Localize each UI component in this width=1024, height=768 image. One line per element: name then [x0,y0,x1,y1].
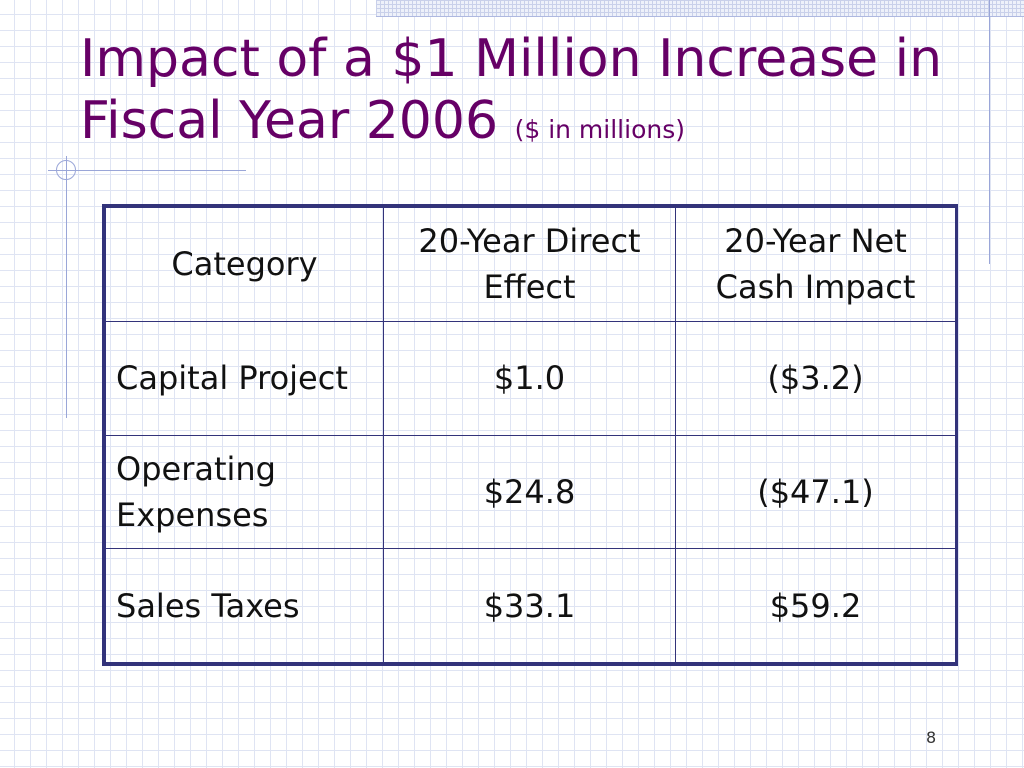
table-header-cell: 20-Year Direct Effect [383,207,676,322]
table-header-cell: 20-Year Net Cash Impact [675,207,956,322]
slide-title-subtitle: ($ in millions) [514,115,685,144]
slide-title-main: Impact of a $1 Million Increase in Fisca… [80,29,943,151]
table-cell-direct-effect: $1.0 [383,320,676,436]
impact-table: Category 20-Year Direct Effect 20-Year N… [105,207,956,663]
table-row: Sales Taxes $33.1 $59.2 [105,548,956,663]
table-cell-category: Sales Taxes [105,548,384,663]
table-cell-net-cash-impact: $59.2 [675,548,956,663]
table-cell-category: Operating Expenses [105,434,384,550]
table-cell-direct-effect: $24.8 [383,434,676,550]
table-header-row: Category 20-Year Direct Effect 20-Year N… [105,207,956,322]
table-row: Operating Expenses $24.8 ($47.1) [105,434,956,550]
table-cell-category: Capital Project [105,320,384,436]
corner-circle-mark [56,160,76,180]
title-underline-rule [48,170,246,171]
slide-title: Impact of a $1 Million Increase in Fisca… [80,28,980,161]
table-cell-direct-effect: $33.1 [383,548,676,663]
table-cell-net-cash-impact: ($47.1) [675,434,956,550]
right-decorative-rule [989,0,990,264]
left-decorative-rule [66,156,67,418]
table-header-cell: Category [105,207,384,322]
impact-table-container: Category 20-Year Direct Effect 20-Year N… [102,204,958,666]
table-cell-net-cash-impact: ($3.2) [675,320,956,436]
table-row: Capital Project $1.0 ($3.2) [105,320,956,436]
top-decorative-band [376,0,1024,16]
top-band-edge [376,16,1024,17]
page-number: 8 [926,728,937,747]
